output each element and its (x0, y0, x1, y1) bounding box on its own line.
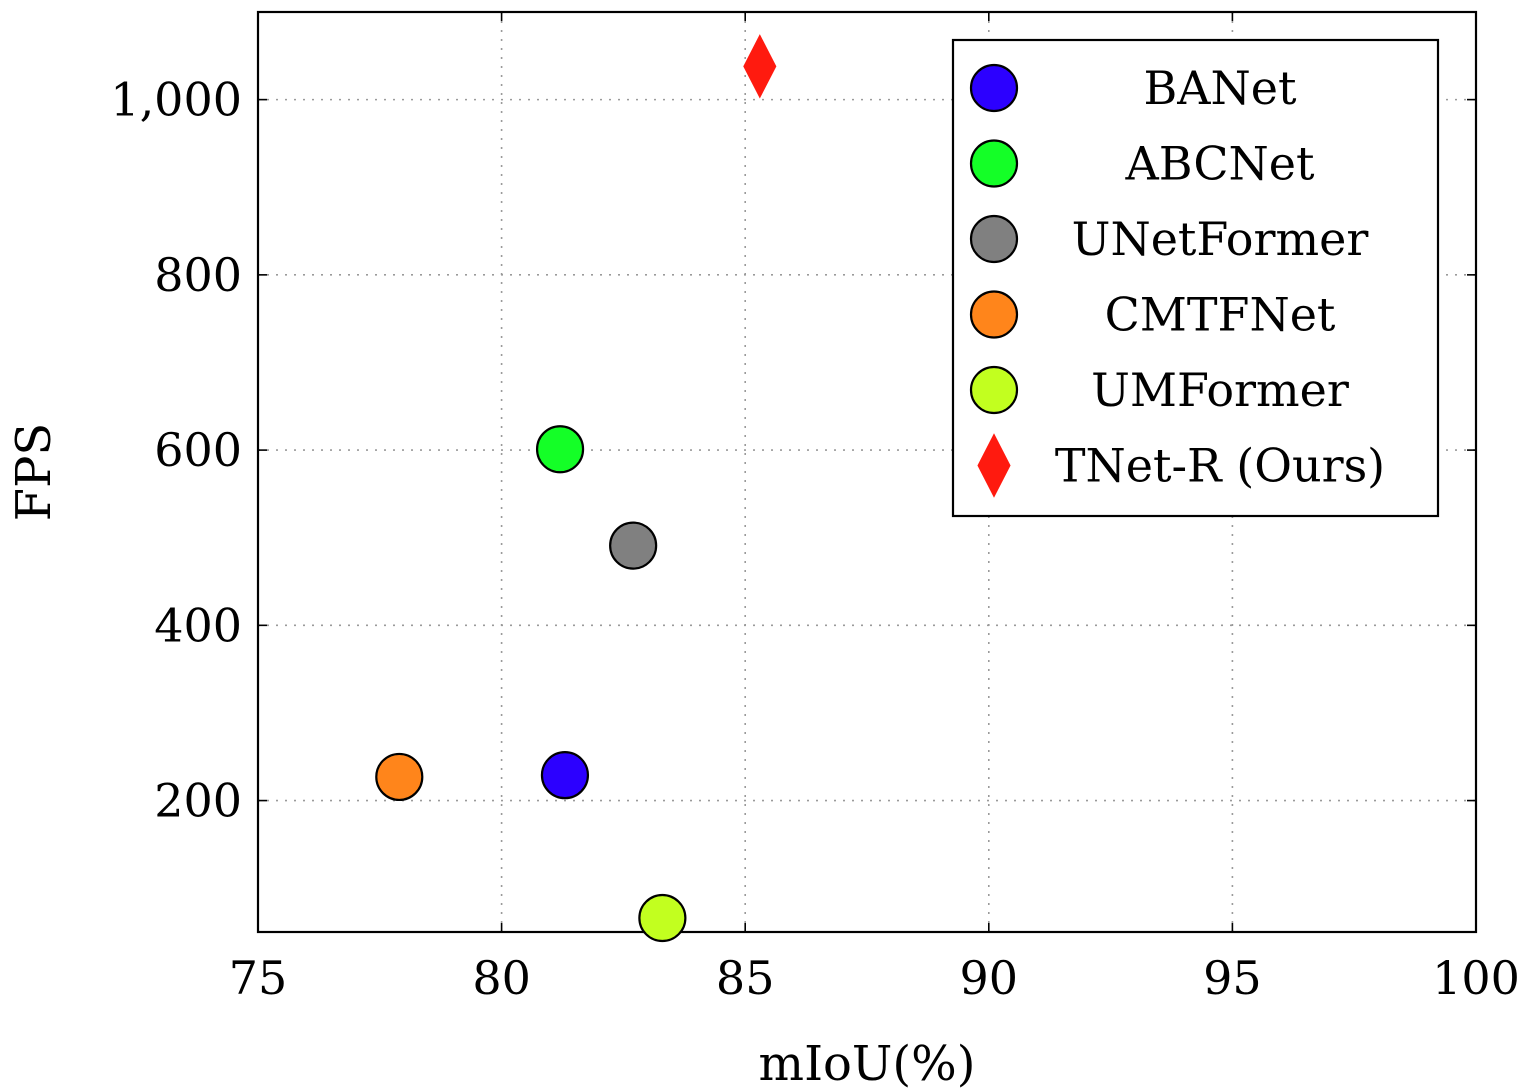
legend-marker-abcnet (969, 139, 1019, 188)
legend-label-cmtfnet: CMTFNet (1105, 288, 1336, 342)
legend-label-abcnet: ABCNet (1124, 137, 1315, 191)
x-tick-labels: 75 80 85 90 95 100 (229, 951, 1520, 1005)
y-tick-label: 800 (154, 248, 242, 302)
legend-label-tnet-r-ours: TNet-R (Ours) (1055, 439, 1385, 493)
y-tick-label: 1,000 (110, 73, 242, 127)
legend-box (951, 38, 1440, 518)
y-tick-label: 400 (154, 598, 242, 652)
legend-marker-umformer (969, 365, 1019, 415)
x-tick-label: 80 (472, 951, 531, 1005)
x-axis-title: mIoU(%) (759, 1036, 976, 1092)
legend-marker-banet (969, 63, 1019, 113)
point-umformer (638, 893, 687, 943)
data-points (375, 34, 777, 943)
legend-marker-tnet-r-ours (977, 433, 1011, 498)
x-tick-label: 95 (1203, 951, 1262, 1005)
x-tick-label: 90 (960, 951, 1019, 1005)
y-axis-title: FPS (6, 423, 62, 521)
legend-label-unetformer: UNetFormer (1072, 212, 1369, 266)
point-cmtfnet (375, 752, 424, 802)
legend: BANet ABCNet UNetFormer CMTFNet UMFormer TNet… (951, 38, 1440, 518)
x-tick-label: 100 (1432, 951, 1520, 1005)
y-tick-labels: 200 400 600 800 1,000 (110, 73, 242, 828)
y-tick-label: 200 (154, 774, 242, 828)
point-unetformer (609, 521, 658, 570)
y-tick-label: 600 (154, 423, 242, 477)
legend-label-banet: BANet (1144, 61, 1297, 115)
x-tick-label: 75 (229, 951, 288, 1005)
point-tnet-r-ours (743, 34, 777, 99)
point-abcnet (535, 425, 585, 474)
point-banet (540, 751, 590, 800)
legend-marker-unetformer (969, 214, 1019, 264)
x-tick-label: 85 (716, 951, 775, 1005)
legend-label-umformer: UMFormer (1091, 363, 1349, 417)
legend-marker-cmtfnet (969, 290, 1019, 339)
plot-frame (256, 10, 1478, 934)
